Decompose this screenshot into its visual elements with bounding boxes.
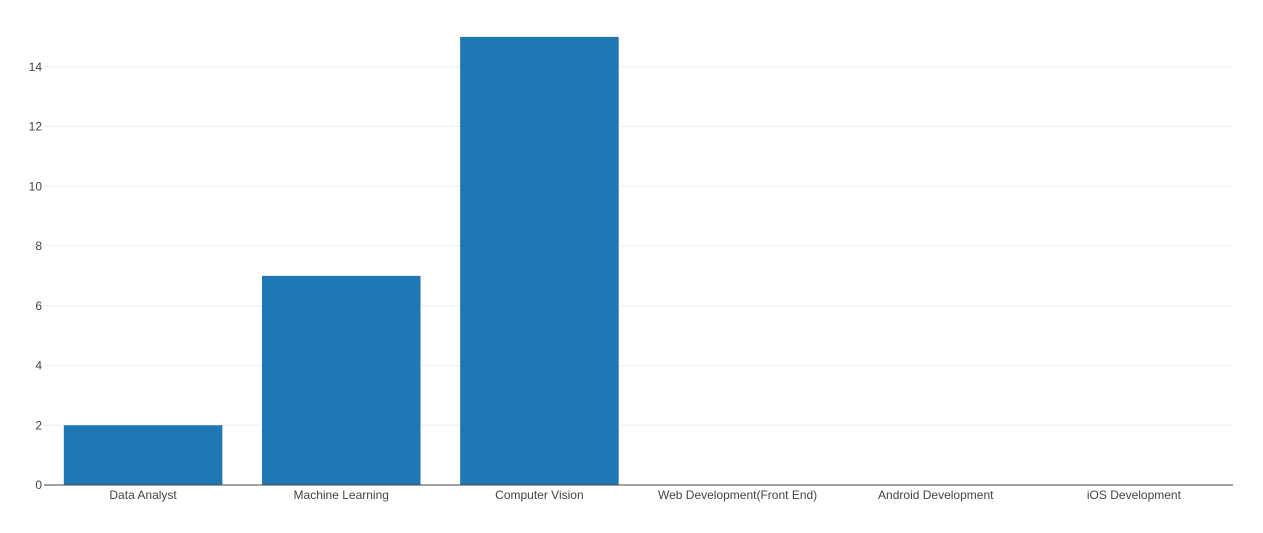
x-tick-label: Data Analyst <box>109 488 177 502</box>
y-tick-label: 10 <box>29 179 43 193</box>
bar[interactable] <box>63 425 223 485</box>
y-tick-label: 2 <box>35 418 42 432</box>
x-tick-label: Web Development(Front End) <box>658 488 817 502</box>
y-tick-label: 4 <box>35 359 42 373</box>
x-tick-labels: Data Analyst Machine Learning Computer Vis… <box>109 488 1181 502</box>
y-tick-label: 8 <box>35 239 42 253</box>
gridlines <box>44 66 1233 426</box>
bar[interactable] <box>460 36 619 485</box>
x-tick-label: Machine Learning <box>294 488 389 502</box>
x-tick-label: iOS Development <box>1087 488 1182 502</box>
y-tick-label: 14 <box>29 60 43 74</box>
x-tick-label: Computer Vision <box>495 488 584 502</box>
y-tick-label: 12 <box>29 120 43 134</box>
bars <box>63 36 619 485</box>
bar[interactable] <box>261 275 421 485</box>
y-tick-label: 0 <box>35 478 42 492</box>
y-tick-labels: 0 2 4 6 8 10 12 14 <box>29 60 43 492</box>
y-tick-label: 6 <box>35 299 42 313</box>
x-tick-label: Android Development <box>878 488 994 502</box>
